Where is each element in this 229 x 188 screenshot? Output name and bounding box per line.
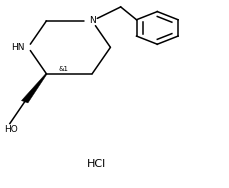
Text: &1: &1 [59,66,69,72]
Text: HO: HO [4,125,18,134]
Polygon shape [21,74,47,103]
Text: HN: HN [11,43,24,52]
Text: N: N [88,16,95,25]
Text: HCl: HCl [87,159,106,169]
